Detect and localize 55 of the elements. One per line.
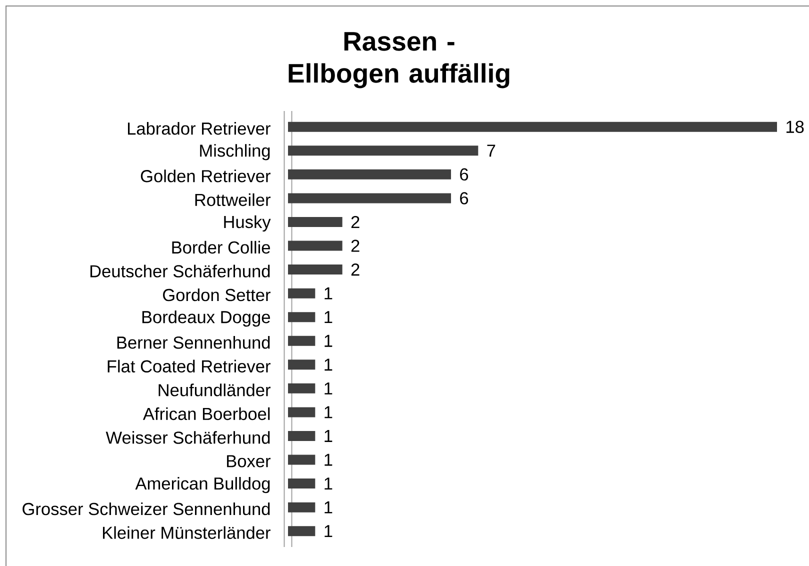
- y-tick-label: Husky: [224, 215, 271, 232]
- bar: [288, 360, 316, 370]
- data-label: 18: [786, 120, 804, 134]
- data-label: 1: [324, 406, 332, 418]
- bar: [288, 336, 316, 346]
- y-tick-label: Boxer: [227, 455, 271, 468]
- y-tick-label: Berner Sennenhund: [117, 336, 270, 349]
- data-label: 1: [324, 501, 332, 514]
- data-label: 2: [351, 264, 360, 276]
- bar: [288, 240, 342, 251]
- data-label: 1: [324, 358, 332, 371]
- data-label: 1: [324, 287, 332, 300]
- data-label: 6: [460, 168, 468, 181]
- data-label: 1: [324, 454, 332, 466]
- data-label: 7: [487, 144, 496, 157]
- bar: [288, 383, 316, 394]
- bar: [288, 122, 778, 132]
- y-tick-label: Gordon Setter: [163, 288, 270, 302]
- y-tick-label: Border Collie: [172, 240, 270, 254]
- chart-title: Rassen - Ellbogen auffällig: [288, 32, 510, 88]
- bar: [288, 288, 316, 298]
- y-tick-label: Labrador Retriever: [128, 122, 270, 135]
- bar: [288, 502, 316, 512]
- data-label: 1: [324, 430, 332, 442]
- data-label: 1: [324, 382, 332, 394]
- bar: [288, 526, 316, 536]
- bar: [288, 430, 316, 441]
- bar: [288, 454, 316, 465]
- y-tick-label: Neufundländer: [158, 384, 270, 396]
- y-tick-label: African Boerboel: [142, 407, 270, 420]
- data-label: 6: [460, 192, 468, 204]
- bar: [288, 407, 316, 418]
- bar: [288, 478, 316, 489]
- bar: [288, 193, 452, 204]
- y-tick-label: Grosser Schweizer Sennenhund: [22, 502, 270, 516]
- y-tick-label: Weisser Schäferhund: [106, 431, 270, 444]
- data-label: 1: [324, 311, 332, 324]
- y-tick-label: American Bulldog: [135, 476, 270, 494]
- y-tick-label: Deutscher Schäferhund: [90, 264, 270, 278]
- y-tick-label: Golden Retriever: [140, 170, 270, 182]
- y-tick-label: Mischling: [200, 144, 270, 160]
- bar: [288, 169, 452, 180]
- bar: [288, 216, 342, 227]
- bar: [288, 146, 478, 156]
- bar: [288, 264, 342, 275]
- y-tick-label: Rottweiler: [195, 193, 270, 206]
- y-tick-label: Flat Coated Retriever: [108, 360, 270, 373]
- data-label: 1: [324, 334, 332, 347]
- y-tick-label: Bordeaux Dogge: [142, 310, 270, 327]
- data-label: 2: [351, 240, 360, 252]
- y-tick-label: Kleiner Münsterländer: [102, 526, 270, 539]
- data-label: 1: [324, 478, 332, 490]
- bar: [288, 312, 316, 322]
- data-label: 1: [324, 525, 332, 538]
- data-label: 2: [351, 216, 360, 228]
